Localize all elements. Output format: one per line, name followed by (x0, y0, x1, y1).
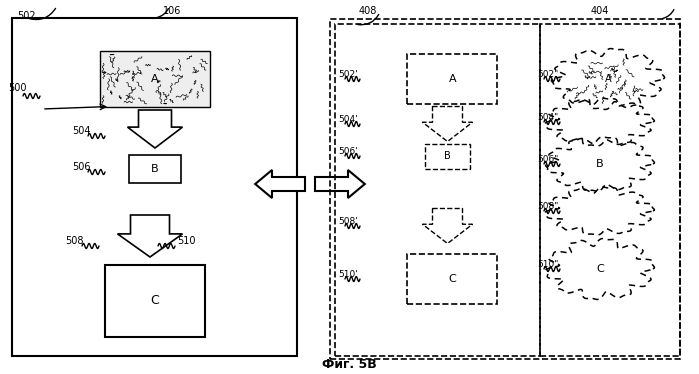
Text: 500: 500 (8, 83, 27, 93)
Bar (540, 24, 680, 356)
Text: 506": 506" (537, 155, 559, 164)
Bar (408, 254, 498, 304)
Text: 508': 508' (338, 217, 358, 226)
Text: 404: 404 (591, 6, 610, 16)
Text: 508: 508 (65, 236, 83, 246)
Text: 506': 506' (338, 147, 358, 156)
Text: 502": 502" (537, 70, 559, 79)
Bar (100, 52, 210, 107)
Text: 510: 510 (177, 236, 196, 246)
Text: 502': 502' (338, 70, 358, 79)
Text: 408: 408 (359, 6, 377, 16)
Bar (426, 144, 470, 169)
Text: B: B (444, 151, 451, 161)
Text: 506: 506 (72, 162, 90, 172)
Text: 510": 510" (537, 260, 559, 269)
Text: 504': 504' (338, 115, 358, 124)
Text: Фиг. 5B: Фиг. 5B (322, 358, 376, 371)
Bar (12, 18, 297, 356)
Bar (408, 54, 498, 104)
Text: A: A (605, 74, 612, 84)
Text: 508": 508" (537, 202, 559, 211)
Bar (335, 24, 540, 356)
Polygon shape (117, 215, 182, 257)
Text: C: C (449, 274, 456, 284)
Polygon shape (315, 170, 365, 198)
Text: B: B (151, 164, 159, 174)
Polygon shape (255, 170, 305, 198)
Text: A: A (449, 74, 456, 84)
Text: 510': 510' (338, 270, 358, 279)
Text: 504": 504" (537, 113, 559, 122)
Bar (105, 265, 205, 337)
Text: A: A (151, 74, 159, 84)
Text: B: B (596, 159, 604, 169)
Text: 106: 106 (163, 6, 181, 16)
Bar (129, 155, 181, 183)
Polygon shape (127, 110, 182, 148)
Text: 504: 504 (72, 126, 90, 136)
Text: C: C (150, 294, 159, 307)
Text: C: C (596, 264, 604, 274)
Text: 502: 502 (17, 11, 36, 21)
Bar (330, 19, 680, 359)
